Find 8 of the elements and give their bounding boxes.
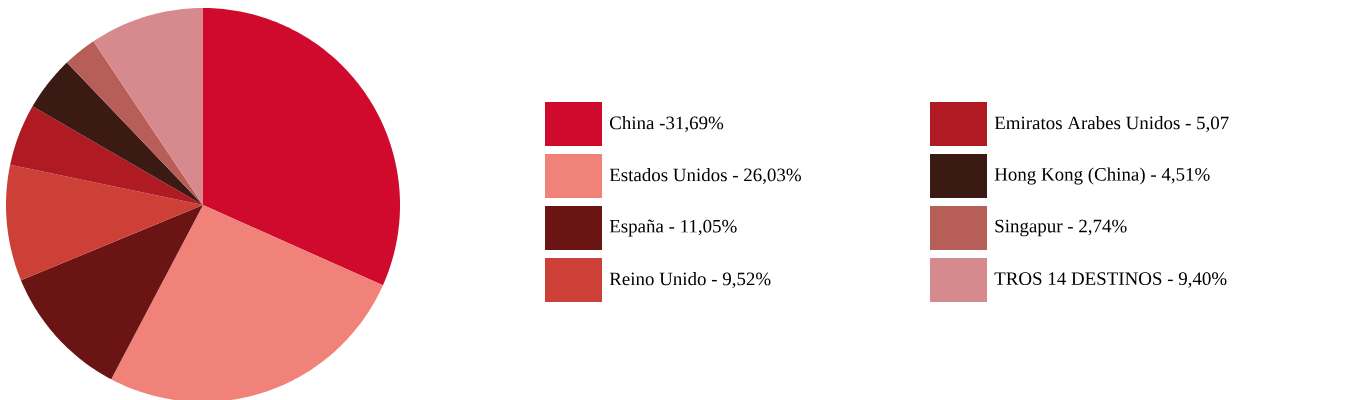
legend-label: Hong Kong (China) - 4,51% xyxy=(994,167,1210,185)
legend-label: Emiratos Arabes Unidos - 5,07 xyxy=(994,115,1229,133)
legend-label: Singapur - 2,74% xyxy=(995,219,1127,237)
legend-label: TROS 14 DESTINOS - 9,40% xyxy=(994,272,1227,288)
legend-label: Estados Unidos - 26,03% xyxy=(609,167,801,185)
legend-label: China -31,69% xyxy=(609,115,724,133)
legend-label: Reino Unido - 9,52% xyxy=(609,271,771,289)
legend-label: España - 11,05% xyxy=(609,219,737,237)
